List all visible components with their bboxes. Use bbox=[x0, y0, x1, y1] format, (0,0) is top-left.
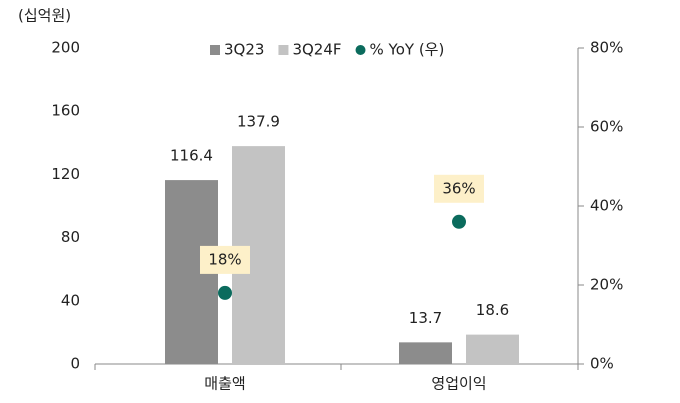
point bbox=[218, 285, 232, 300]
bar bbox=[399, 342, 452, 364]
y2-tick-label: 20% bbox=[590, 276, 623, 294]
bar bbox=[466, 334, 519, 364]
legend-marker bbox=[210, 45, 220, 55]
bar-value-label: 116.4 bbox=[170, 147, 213, 165]
legend-label: 3Q23 bbox=[224, 41, 264, 59]
x-tick-label: 매출액 bbox=[204, 375, 245, 393]
y2-tick-label: 40% bbox=[590, 197, 623, 215]
legend-marker bbox=[278, 45, 289, 55]
y-tick-label: 160 bbox=[51, 102, 80, 120]
y2-tick-label: 60% bbox=[590, 118, 623, 136]
point-value-label: 36% bbox=[442, 179, 475, 197]
x-tick-label: 영업이익 bbox=[431, 375, 486, 393]
y2-tick-label: 80% bbox=[590, 39, 623, 57]
point-value-label: 18% bbox=[208, 250, 241, 268]
bar-value-label: 137.9 bbox=[237, 113, 280, 131]
bar-value-label: 13.7 bbox=[409, 309, 442, 327]
legend-label: 3Q24F bbox=[292, 41, 341, 59]
y-tick-label: 80 bbox=[61, 228, 80, 246]
unit-label: (십억원) bbox=[18, 7, 71, 25]
y-tick-label: 40 bbox=[61, 291, 80, 309]
data-label-box bbox=[200, 245, 250, 274]
point bbox=[452, 214, 466, 229]
legend-label: % YoY (우) bbox=[370, 41, 445, 59]
y2-tick-label: 0% bbox=[590, 355, 614, 373]
legend-marker bbox=[355, 45, 366, 55]
bar-value-label: 18.6 bbox=[476, 301, 509, 319]
y-tick-label: 200 bbox=[51, 39, 80, 57]
data-label-box bbox=[434, 174, 484, 203]
y-tick-label: 120 bbox=[51, 165, 80, 183]
y-tick-label: 0 bbox=[70, 355, 80, 373]
